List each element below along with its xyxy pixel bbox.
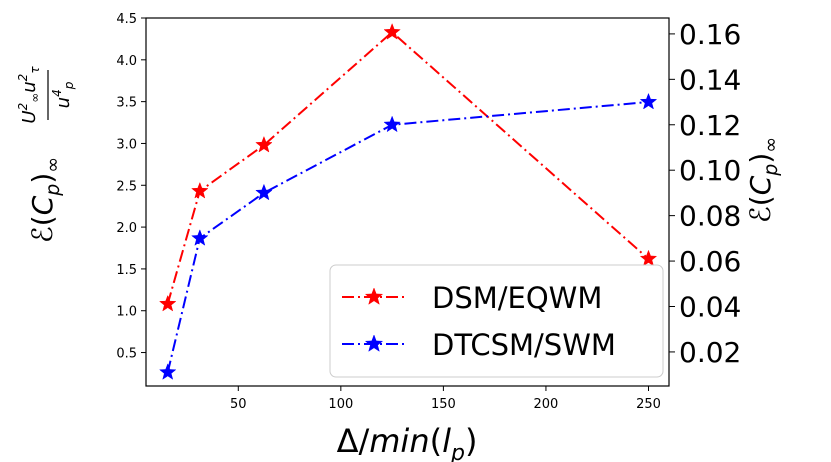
plot-frame bbox=[145, 17, 670, 387]
series-marker bbox=[639, 92, 658, 110]
series-layer bbox=[158, 23, 658, 380]
x-axis-ticks: 50 100 150 200 250 bbox=[230, 386, 661, 412]
right-y-tick-label: 0.08 bbox=[679, 200, 741, 233]
series-marker bbox=[158, 294, 177, 312]
legend-label: DSM/EQWM bbox=[432, 281, 602, 315]
svg-text:U2∞u2τ: U2∞u2τ bbox=[16, 66, 42, 124]
left-y-tick-label: 2.0 bbox=[116, 221, 137, 236]
legend-marker bbox=[364, 287, 384, 305]
right-y-tick-label: 0.16 bbox=[679, 18, 741, 51]
legend-box bbox=[329, 264, 664, 378]
right-y-tick-label: 0.02 bbox=[679, 336, 741, 369]
series-line bbox=[166, 30, 650, 305]
svg-text:ℰ(Cp)∞: ℰ(Cp)∞ bbox=[26, 157, 64, 243]
svg-text:ℰ(Cp)∞: ℰ(Cp)∞ bbox=[744, 137, 782, 223]
right-y-axis-ticks: 0.02 0.04 0.06 0.08 0.10 0.12 0.14 0.16 bbox=[669, 18, 741, 369]
legend-label: DTCSM/SWM bbox=[432, 328, 616, 362]
left-y-axis-ticks: 0.5 1.0 1.5 2.0 2.5 3.0 3.5 4.0 4.5 bbox=[116, 12, 146, 362]
right-y-axis-label: ℰ(Cp)∞ bbox=[744, 137, 782, 223]
left-y-tick-label: 1.0 bbox=[116, 305, 137, 320]
series-marker bbox=[639, 249, 658, 267]
left-y-tick-label: 3.5 bbox=[116, 96, 137, 111]
x-axis-label: Δ/min(lp) bbox=[337, 422, 478, 462]
x-tick-label: 100 bbox=[328, 397, 353, 412]
left-y-tick-label: 1.5 bbox=[116, 263, 137, 278]
right-y-tick-label: 0.14 bbox=[679, 63, 741, 96]
legend-marker bbox=[364, 334, 384, 352]
legend: DSM/EQWM DTCSM/SWM bbox=[329, 264, 664, 378]
right-y-tick-label: 0.12 bbox=[679, 109, 741, 142]
right-y-tick-label: 0.04 bbox=[679, 290, 741, 323]
x-tick-label: 200 bbox=[534, 397, 559, 412]
series-marker bbox=[255, 183, 273, 201]
x-tick-label: 50 bbox=[230, 397, 247, 412]
series-marker bbox=[383, 23, 401, 40]
left-y-tick-label: 0.5 bbox=[116, 347, 137, 362]
left-y-tick-label: 4.0 bbox=[116, 54, 137, 69]
right-y-tick-label: 0.10 bbox=[679, 154, 741, 187]
series-marker bbox=[191, 181, 209, 199]
series-marker bbox=[191, 229, 209, 246]
left-y-tick-label: 2.5 bbox=[116, 179, 137, 194]
left-y-axis-label: ℰ(Cp)∞ U2∞u2τ u4p bbox=[16, 66, 76, 243]
series-marker bbox=[383, 115, 401, 133]
series-marker bbox=[158, 363, 177, 380]
left-y-tick-label: 4.5 bbox=[116, 12, 137, 27]
right-y-tick-label: 0.06 bbox=[679, 245, 741, 278]
x-tick-label: 150 bbox=[431, 397, 456, 412]
series-marker bbox=[255, 135, 273, 153]
series-line bbox=[166, 101, 649, 373]
left-y-tick-label: 3.0 bbox=[116, 137, 137, 152]
svg-text:u4p: u4p bbox=[50, 81, 76, 108]
x-tick-label: 250 bbox=[636, 397, 661, 412]
